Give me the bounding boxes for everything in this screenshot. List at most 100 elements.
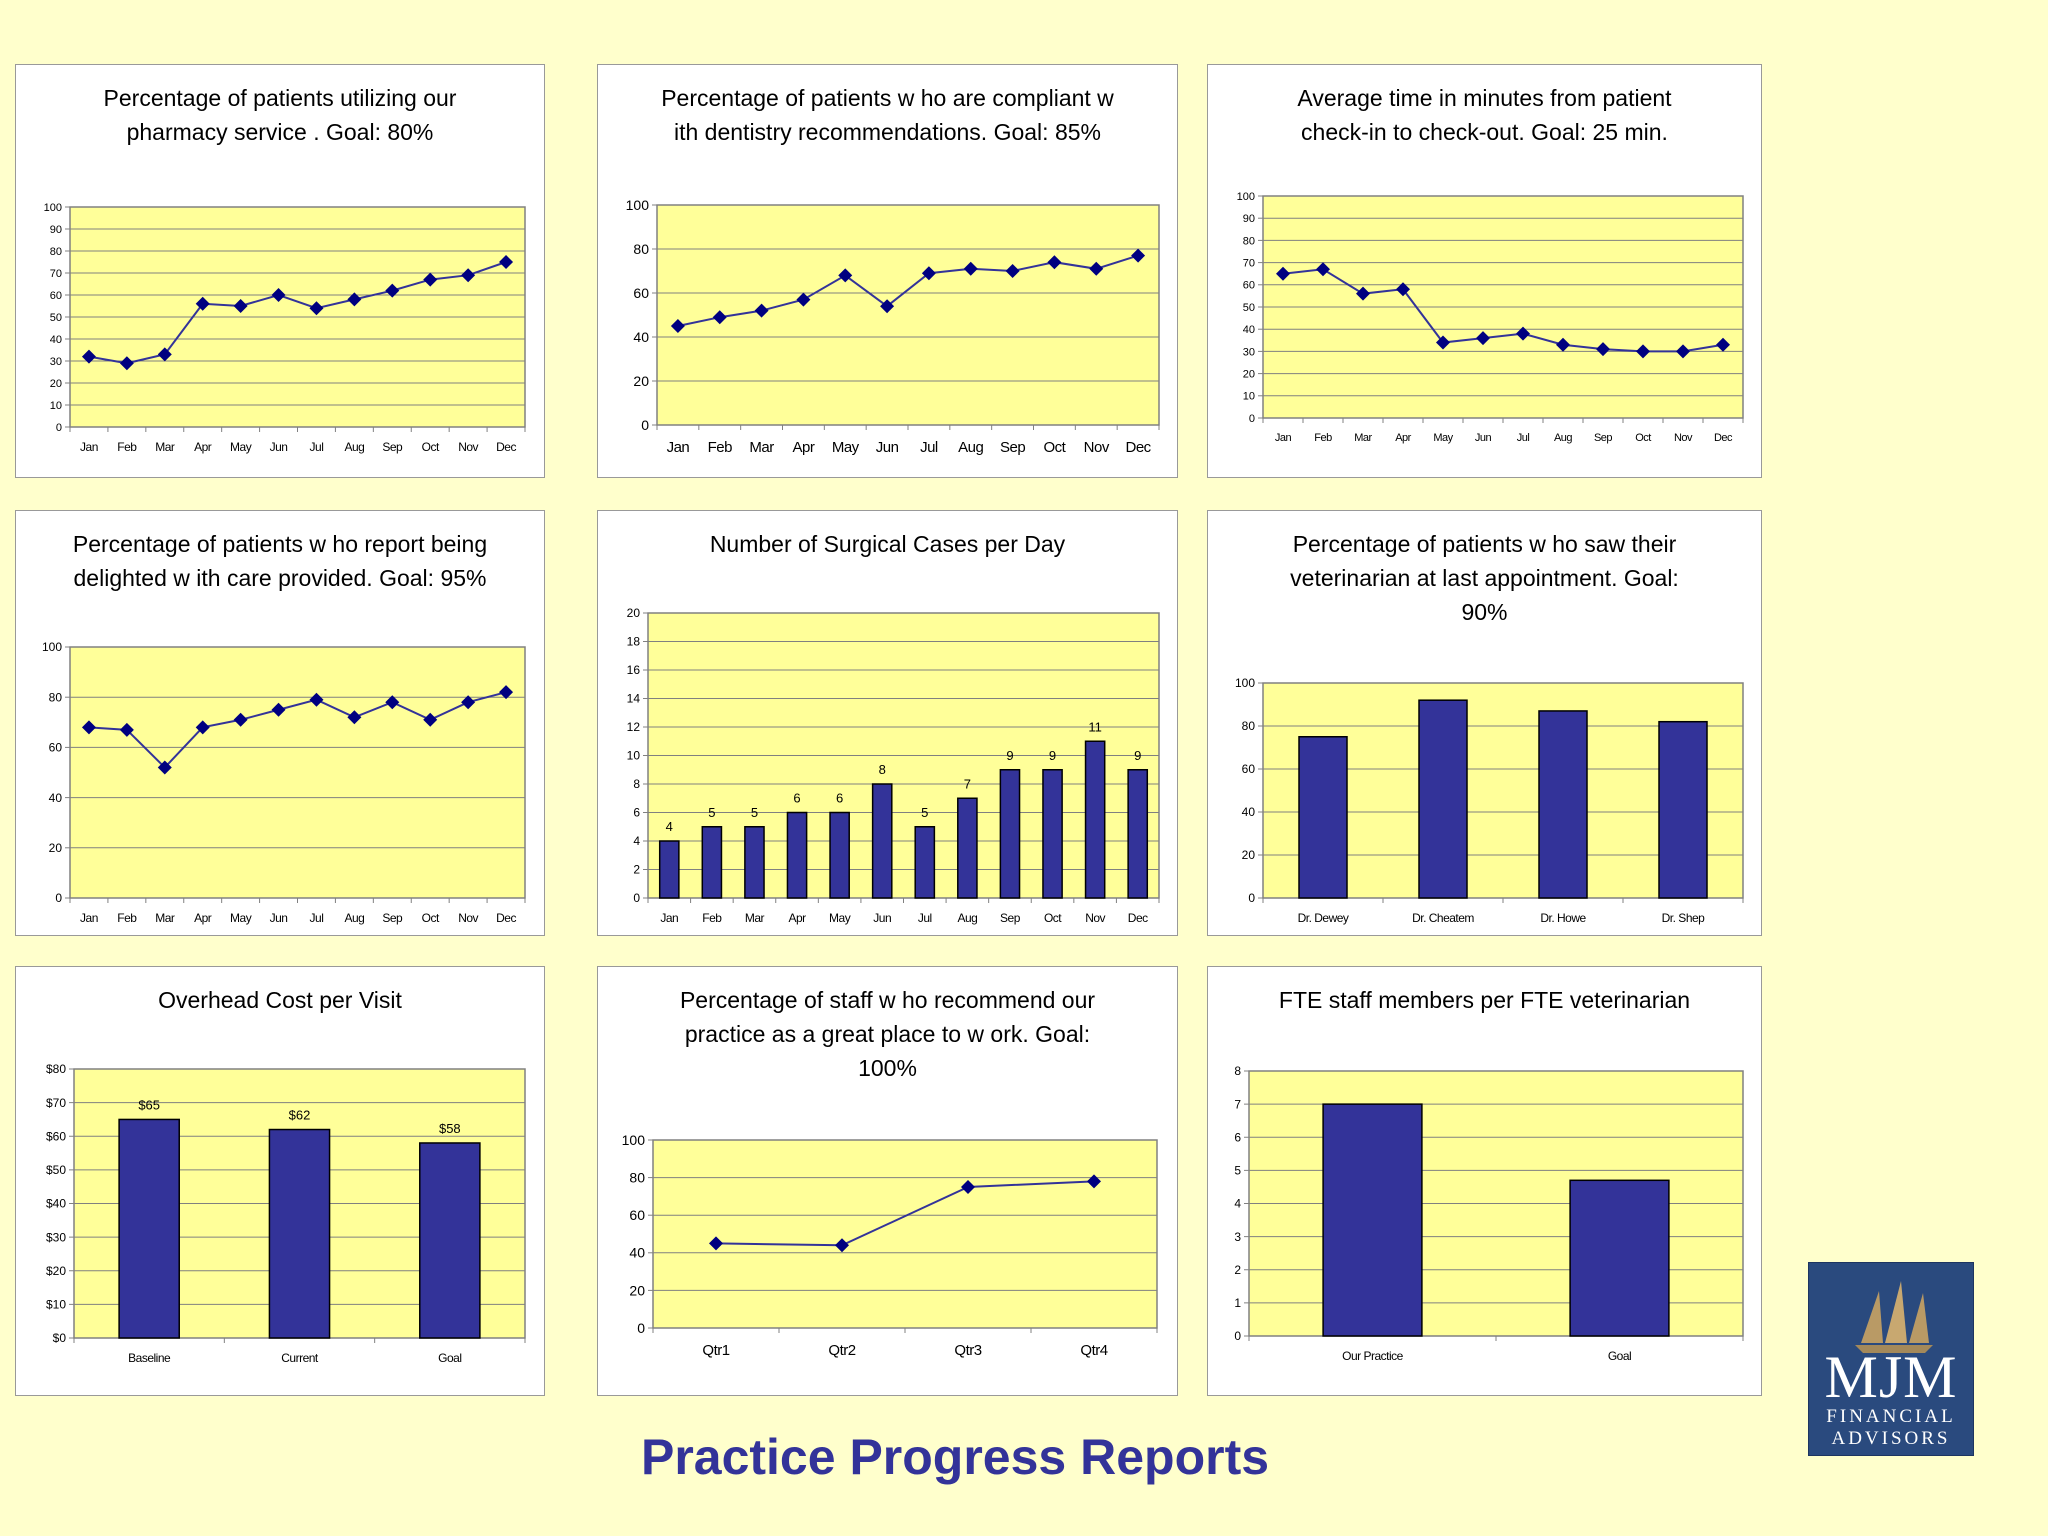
y-tick-label: 20 — [1243, 368, 1255, 380]
y-tick-label: 80 — [1243, 235, 1255, 247]
data-point — [1516, 326, 1530, 341]
x-tick-label: Dr. Howe — [1540, 911, 1586, 925]
chart-title: Percentage of patients utilizing our pha… — [103, 85, 457, 145]
data-point — [195, 296, 210, 311]
y-tick-label: 18 — [627, 635, 641, 649]
data-point — [1047, 255, 1062, 270]
data-label: 6 — [793, 791, 800, 806]
data-point — [309, 301, 324, 316]
x-tick-label: Nov — [1674, 432, 1693, 444]
series-line — [88, 261, 507, 365]
data-label: 9 — [1134, 748, 1141, 763]
bar — [914, 826, 936, 899]
data-point — [195, 720, 210, 735]
x-tick-label: May — [1433, 432, 1453, 444]
data-label: 7 — [964, 776, 971, 791]
chart-delighted: 0 20 40 60 80 100 Jan Feb Mar Apr May Jun Jul Aug Sep O… — [42, 640, 526, 925]
y-tick-label: 10 — [1243, 391, 1255, 403]
x-tick-label: Nov — [458, 440, 478, 454]
data-point — [754, 303, 769, 318]
x-tick-label: Mar — [745, 911, 765, 925]
chart-staff: 0 20 40 60 80 100 Qtr1 Qtr2 Qtr3 Qtr4 — [622, 1132, 1158, 1359]
data-point — [423, 272, 438, 287]
x-tick-label: Jul — [310, 440, 324, 454]
y-tick-label: 100 — [626, 197, 650, 213]
bar — [1569, 1179, 1670, 1337]
logo-line2: ADVISORS — [1831, 1428, 1951, 1449]
x-tick-label: Nov — [458, 911, 478, 925]
bar — [1084, 740, 1106, 899]
data-point — [233, 299, 248, 313]
chart-title: FTE staff members per FTE veterinarian — [1278, 987, 1691, 1013]
y-tick-label: $0 — [53, 1331, 67, 1345]
y-tick-label: 0 — [1249, 413, 1255, 425]
data-point — [81, 720, 96, 735]
data-point — [271, 288, 286, 302]
data-point — [385, 283, 400, 298]
y-tick-label: 30 — [1243, 346, 1255, 358]
data-point — [963, 261, 978, 276]
data-point — [499, 685, 514, 700]
data-point — [233, 712, 248, 727]
x-tick-label: Apr — [1395, 432, 1411, 444]
y-tick-label: 5 — [1234, 1164, 1241, 1178]
x-tick-label: Nov — [1085, 911, 1105, 925]
series-line — [715, 1180, 1095, 1247]
chart-surgical: 0 2 4 6 8 10 12 14 16 18 20 Jan Feb Mar Apr May Jun Jul Au… — [627, 606, 1160, 925]
x-tick-label: May — [230, 440, 252, 454]
y-tick-label: 20 — [633, 373, 649, 389]
bar — [1538, 710, 1588, 899]
x-tick-label: Goal — [1608, 1349, 1631, 1363]
x-tick-label: Dr. Cheatem — [1412, 911, 1474, 925]
data-point — [157, 347, 172, 362]
x-tick-label: Baseline — [128, 1351, 171, 1365]
x-tick-label: Jan — [667, 439, 690, 456]
x-tick-label: Mar — [749, 439, 774, 456]
y-tick-label: 40 — [629, 1245, 645, 1261]
data-point — [1636, 344, 1650, 359]
y-tick-label: 100 — [622, 1132, 646, 1148]
x-tick-label: Nov — [1084, 439, 1110, 456]
y-tick-label: 40 — [49, 791, 63, 805]
x-tick-label: Feb — [117, 911, 137, 925]
data-label: $58 — [439, 1121, 461, 1136]
x-tick-label: Jun — [270, 440, 288, 454]
data-label: 4 — [666, 819, 673, 834]
y-tick-label: 40 — [1243, 324, 1255, 336]
y-tick-label: 20 — [627, 606, 641, 620]
y-tick-label: 80 — [50, 246, 62, 258]
chart-panel-fte: FTE staff members per FTE veterinarian 0… — [1207, 966, 1762, 1396]
x-tick-label: Dr. Dewey — [1298, 911, 1349, 925]
x-tick-label: Dec — [496, 440, 516, 454]
y-tick-label: 60 — [629, 1207, 645, 1223]
chart-veterinarian: 0 20 40 60 80 100 Dr. Dewey Dr. Cheatem Dr. Howe… — [1235, 676, 1744, 925]
x-tick-label: Dr. Shep — [1662, 911, 1706, 925]
x-tick-label: Sep — [1000, 439, 1025, 456]
y-tick-label: 50 — [50, 312, 62, 324]
x-tick-label: Jan — [1275, 432, 1292, 444]
data-point — [796, 292, 811, 307]
bar — [786, 811, 808, 899]
y-tick-label: $10 — [46, 1298, 66, 1312]
x-tick-label: Apr — [788, 911, 806, 925]
y-tick-label: 20 — [629, 1282, 645, 1298]
y-tick-label: 30 — [50, 356, 62, 368]
y-tick-label: 60 — [633, 285, 649, 301]
chart-title: Average time in minutes from patient che… — [1297, 85, 1672, 145]
x-tick-label: Apr — [792, 439, 814, 456]
chart-panel-surgical: Number of Surgical Cases per Day 0 2 4 6 8 10… — [597, 510, 1178, 936]
y-tick-label: 80 — [633, 241, 649, 257]
x-tick-label: Feb — [702, 911, 722, 925]
data-point — [423, 712, 438, 727]
data-label: 5 — [708, 805, 715, 820]
bar — [999, 769, 1021, 899]
data-point — [157, 760, 172, 775]
x-tick-label: Feb — [708, 439, 733, 456]
data-point — [670, 319, 685, 333]
company-logo: MJM FINANCIAL ADVISORS — [1808, 1262, 1974, 1456]
y-tick-label: 6 — [633, 806, 640, 820]
data-point — [309, 692, 324, 707]
y-tick-label: 0 — [633, 891, 640, 905]
chart-panel-dentistry: Percentage of patients w ho are complian… — [597, 64, 1178, 478]
data-point — [119, 722, 134, 737]
